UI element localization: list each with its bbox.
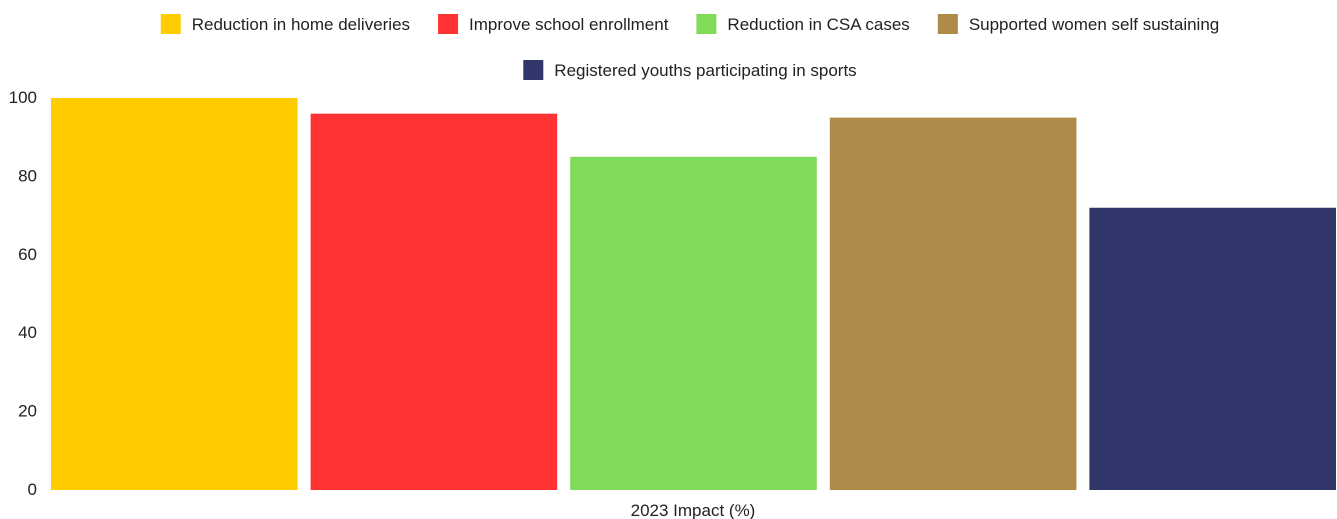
y-tick-label: 0	[28, 480, 37, 499]
y-tick-label: 60	[18, 245, 37, 264]
legend-label: Registered youths participating in sport…	[554, 61, 856, 80]
y-tick-label: 40	[18, 323, 37, 342]
bars	[51, 98, 1336, 491]
bar-improve-school-enrollment	[310, 113, 558, 491]
legend-item: Reduction in CSA cases	[696, 14, 910, 34]
legend-label: Improve school enrollment	[469, 15, 669, 34]
bar-reduction-in-csa-cases	[570, 156, 817, 491]
legend-swatch	[523, 60, 544, 80]
y-tick-label: 20	[18, 402, 37, 421]
y-tick-label: 100	[9, 88, 37, 107]
legend-item: Improve school enrollment	[438, 14, 669, 34]
y-axis: 0 20 40 60 80 100	[9, 88, 37, 499]
legend-swatch	[438, 14, 459, 34]
legend-swatch	[696, 14, 717, 34]
legend-swatch	[160, 14, 181, 34]
bar-registered-youths-participating-in-sports	[1089, 207, 1336, 490]
legend-label: Supported women self sustaining	[969, 15, 1219, 34]
legend-item: Reduction in home deliveries	[160, 14, 410, 34]
legend-item: Registered youths participating in sport…	[523, 60, 857, 80]
y-tick-label: 80	[18, 166, 37, 185]
legend: Reduction in home deliveries Improve scho…	[160, 14, 1219, 80]
bar-reduction-in-home-deliveries	[51, 98, 298, 490]
legend-label: Reduction in CSA cases	[727, 15, 909, 34]
x-axis-label: 2023 Impact (%)	[631, 501, 756, 519]
legend-label: Reduction in home deliveries	[192, 15, 410, 34]
legend-item: Supported women self sustaining	[937, 14, 1219, 34]
bar-supported-women-self-sustaining	[829, 117, 1077, 490]
legend-swatch	[937, 14, 958, 34]
